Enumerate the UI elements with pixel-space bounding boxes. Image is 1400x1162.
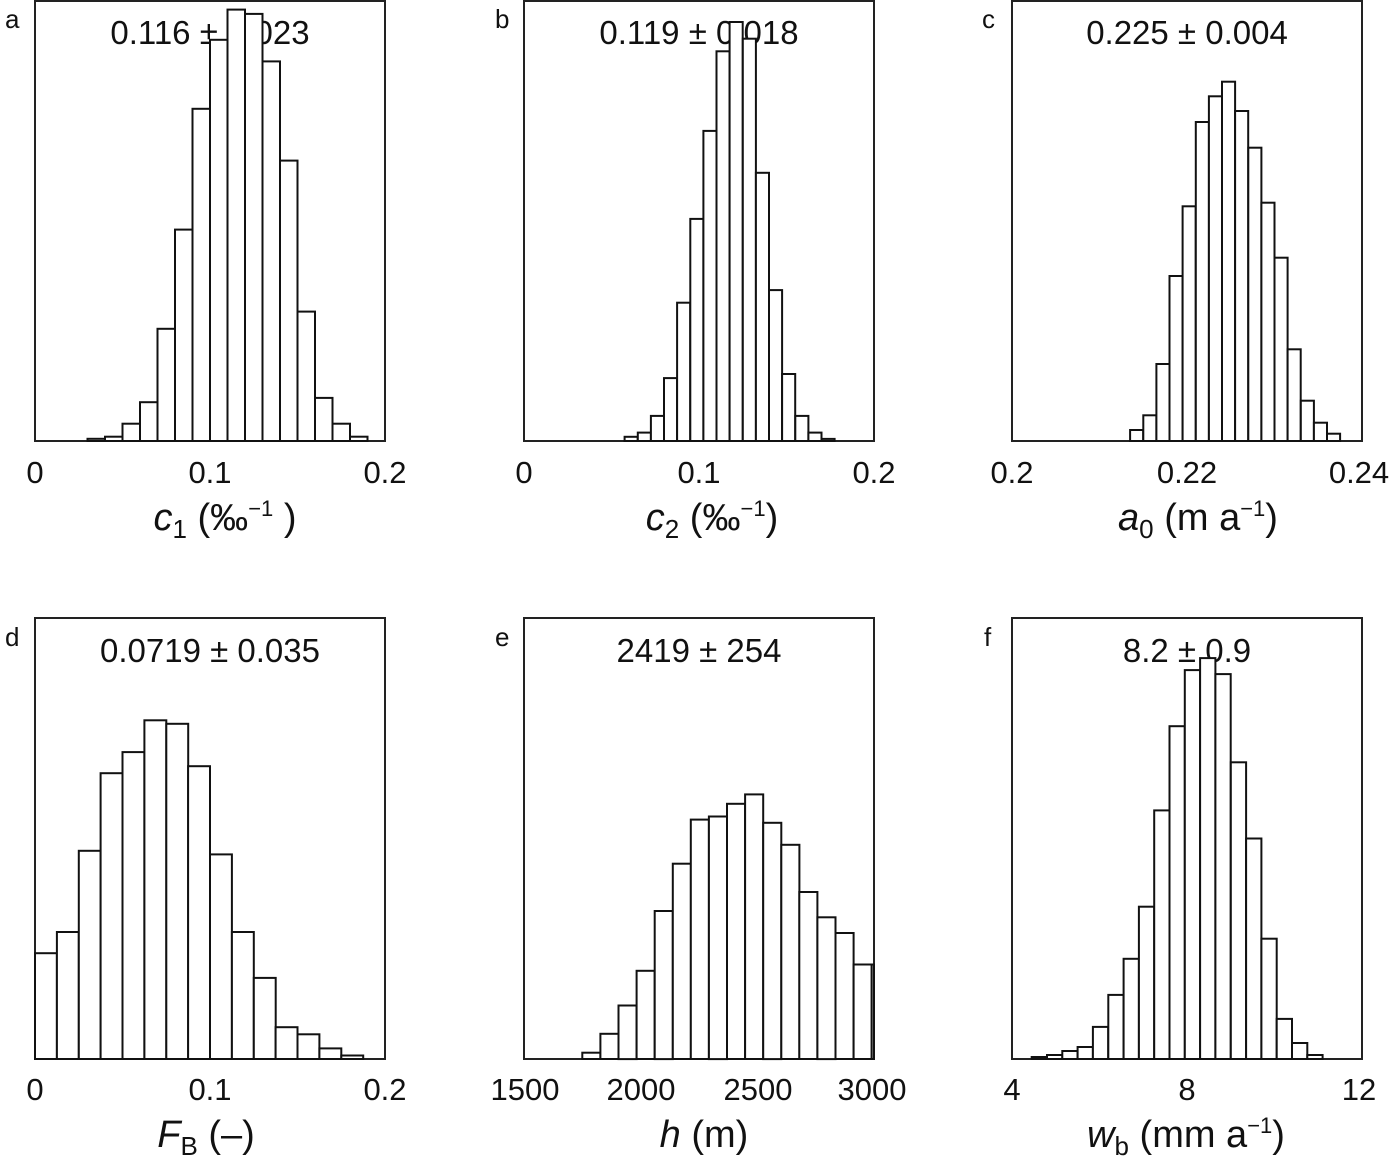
histogram-bar-d-12 bbox=[296, 1033, 321, 1061]
stat-label-d: 0.0719 ± 0.035 bbox=[100, 632, 320, 669]
x-tick-b-1: 0.1 bbox=[677, 455, 721, 490]
x-tick-c-1: 0.22 bbox=[1156, 455, 1218, 490]
histogram-bar-b-12 bbox=[781, 373, 797, 442]
panel-letter-d: d bbox=[5, 622, 20, 652]
x-tick-e-3: 3000 bbox=[837, 1072, 907, 1107]
stat-label-c: 0.225 ± 0.004 bbox=[1086, 14, 1288, 51]
x-tick-e-1: 2000 bbox=[606, 1072, 676, 1107]
histogram-bar-f-15 bbox=[1260, 937, 1278, 1061]
x-axis-label-c: a0 (m a−1) bbox=[1118, 496, 1278, 544]
histogram-bar-f-11 bbox=[1199, 657, 1217, 1060]
histogram-bar-f-1 bbox=[1046, 1054, 1064, 1060]
histogram-bar-c-14 bbox=[1312, 421, 1329, 443]
histogram-bar-f-4 bbox=[1091, 1025, 1110, 1061]
histogram-bar-f-14 bbox=[1245, 837, 1263, 1060]
x-tick-b-2: 0.2 bbox=[852, 455, 896, 490]
x-tick-d-1: 0.1 bbox=[188, 1072, 232, 1107]
x-tick-a-1: 0.1 bbox=[188, 455, 232, 490]
x-axis-label-f: wb (mm a−1) bbox=[1087, 1113, 1285, 1161]
stat-label-b: 0.119 ± 0.018 bbox=[599, 14, 799, 51]
panel-letter-f: f bbox=[984, 622, 992, 652]
stat-label-e: 2419 ± 254 bbox=[616, 632, 782, 669]
panel-letter-e: e bbox=[495, 622, 510, 652]
x-tick-c-2: 0.24 bbox=[1328, 455, 1390, 490]
histogram-bar-c-15 bbox=[1326, 432, 1342, 443]
histogram-bar-b-14 bbox=[807, 431, 823, 443]
histogram-bar-a-15 bbox=[349, 435, 369, 443]
x-tick-a-2: 0.2 bbox=[363, 455, 407, 490]
x-tick-f-1: 8 bbox=[1178, 1072, 1196, 1107]
histogram-bar-f-16 bbox=[1275, 1017, 1293, 1061]
x-tick-d-2: 0.2 bbox=[363, 1072, 407, 1107]
histogram-bar-b-15 bbox=[820, 437, 836, 442]
x-tick-b-0: 0 bbox=[515, 455, 533, 490]
histogram-bar-d-10 bbox=[252, 976, 277, 1061]
histogram-bar-f-17 bbox=[1291, 1042, 1309, 1060]
panel-letter-a: a bbox=[5, 4, 20, 34]
x-tick-e-2: 2500 bbox=[723, 1072, 793, 1107]
x-tick-d-0: 0 bbox=[26, 1072, 44, 1107]
x-tick-f-2: 12 bbox=[1341, 1072, 1377, 1107]
histogram-bar-a-11 bbox=[279, 159, 299, 442]
histogram-bar-f-12 bbox=[1214, 673, 1232, 1060]
histogram-bar-f-5 bbox=[1107, 993, 1125, 1061]
histogram-bar-e-16 bbox=[870, 963, 876, 1060]
histogram-bar-f-8 bbox=[1153, 809, 1171, 1061]
panel-letter-b: b bbox=[495, 4, 510, 34]
histogram-bar-f-7 bbox=[1137, 905, 1156, 1061]
x-axis-label-a: c1 (‰−1 ) bbox=[153, 496, 297, 544]
x-tick-a-0: 0 bbox=[26, 455, 44, 490]
x-axis-label-b: c2 (‰−1) bbox=[645, 496, 779, 544]
x-axis-label-d: FB (–) bbox=[157, 1114, 255, 1161]
histogram-bar-a-12 bbox=[296, 310, 316, 442]
panel-letter-c: c bbox=[982, 4, 995, 34]
histogram-bar-d-13 bbox=[318, 1047, 343, 1061]
histogram-bar-d-14 bbox=[340, 1054, 365, 1060]
histogram-bar-f-10 bbox=[1183, 669, 1202, 1060]
x-tick-c-0: 0.2 bbox=[990, 455, 1034, 490]
histogram-bar-f-0 bbox=[1030, 1056, 1048, 1060]
stat-label-f: 8.2 ± 0.9 bbox=[1122, 632, 1252, 669]
histogram-bar-b-13 bbox=[794, 414, 810, 442]
histogram-bar-f-3 bbox=[1076, 1046, 1094, 1060]
histogram-bar-f-18 bbox=[1306, 1054, 1324, 1060]
histogram-bar-f-13 bbox=[1229, 761, 1248, 1060]
x-tick-e-0: 1500 bbox=[490, 1072, 560, 1107]
histogram-bar-a-14 bbox=[331, 422, 351, 443]
histogram-bar-c-13 bbox=[1299, 399, 1315, 443]
histogram-bar-f-6 bbox=[1122, 957, 1140, 1060]
histogram-bar-f-9 bbox=[1168, 725, 1186, 1060]
histogram-bar-c-12 bbox=[1286, 348, 1302, 442]
histogram-bar-a-13 bbox=[314, 396, 334, 442]
histogram-bar-f-2 bbox=[1061, 1050, 1079, 1060]
x-tick-f-0: 4 bbox=[1003, 1072, 1021, 1107]
histogram-bar-b-11 bbox=[768, 289, 784, 442]
x-axis-label-e: h (m) bbox=[659, 1114, 749, 1156]
